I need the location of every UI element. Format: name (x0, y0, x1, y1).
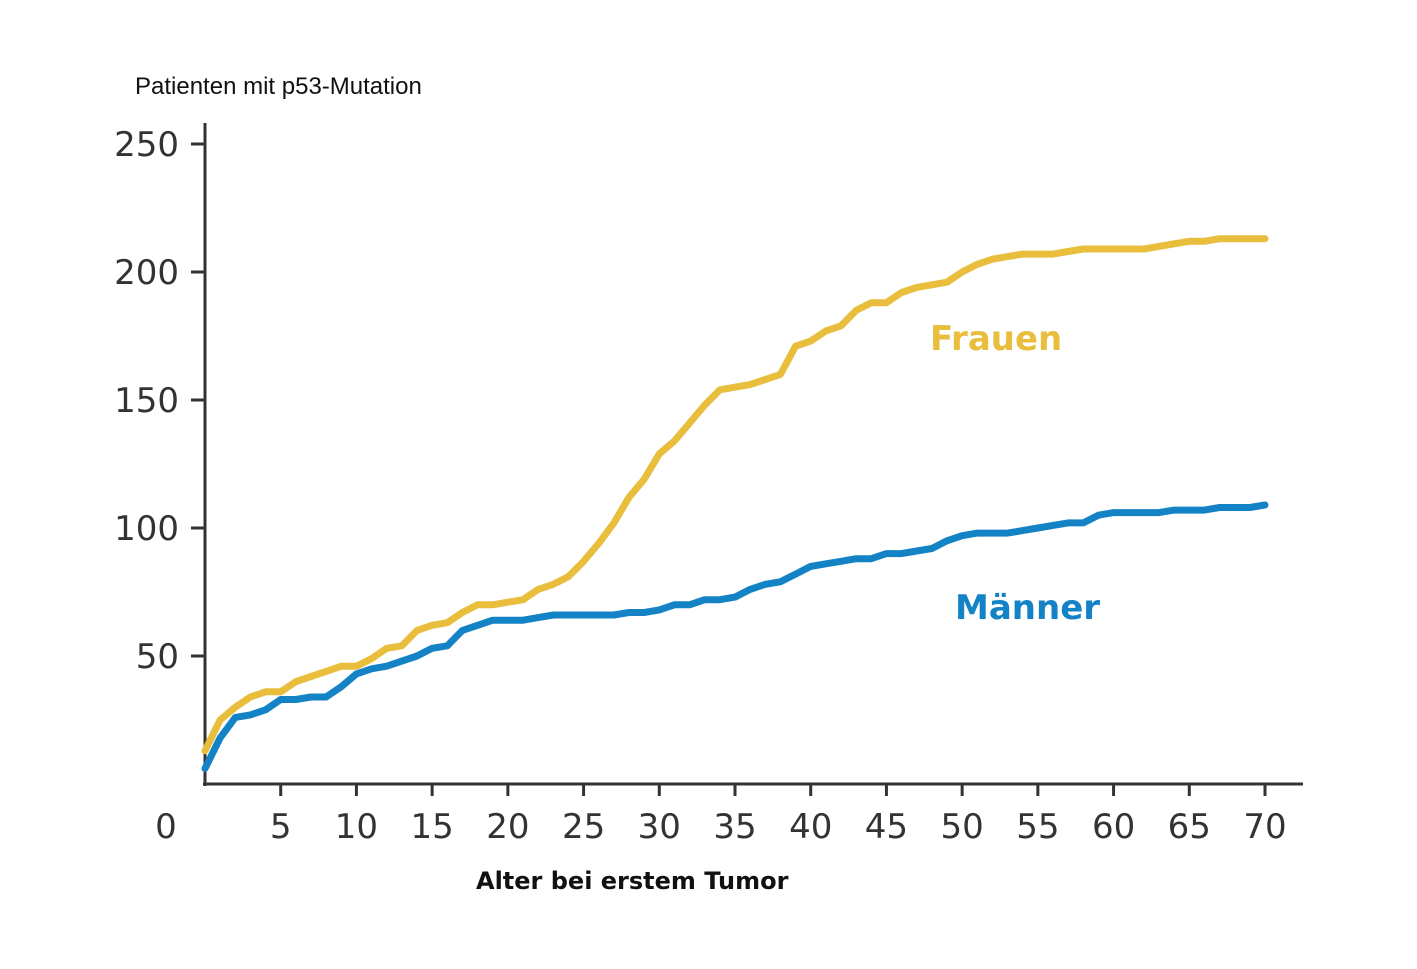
x-tick-label: 40 (789, 807, 832, 847)
x-tick-label: 15 (411, 807, 454, 847)
y-tick-label: 200 (114, 253, 179, 293)
x-tick-label: 50 (941, 807, 984, 847)
series-line-maenner (201, 501, 1269, 773)
x-tick-label: 5 (270, 807, 292, 847)
y-tick-label: 250 (114, 125, 179, 165)
x-tick-label: 35 (713, 807, 756, 847)
y-tick-label: 100 (114, 509, 179, 549)
y-axis-ticks: 50 100 150 200 250 (114, 125, 205, 677)
series-line-frauen (201, 235, 1269, 755)
x-tick-label: 10 (335, 807, 378, 847)
x-tick-label: 65 (1168, 807, 1211, 847)
y-tick-label: 150 (114, 381, 179, 421)
series-label-frauen: Frauen (930, 319, 1062, 359)
y-axis-label: Patienten mit p53-Mutation (135, 73, 422, 100)
y-tick-label: 50 (136, 637, 179, 677)
x-tick-label: 45 (865, 807, 908, 847)
x-tick-label: 70 (1243, 807, 1286, 847)
series-label-maenner: Männer (955, 588, 1100, 628)
x-axis-label: Alter bei erstem Tumor (476, 867, 789, 895)
x-axis-ticks: 5 10 15 20 25 30 35 40 45 50 55 60 65 70 (270, 784, 1287, 847)
x-tick-label: 20 (486, 807, 529, 847)
x-tick-label: 55 (1016, 807, 1059, 847)
x-tick-label: 30 (638, 807, 681, 847)
x-tick-label: 25 (562, 807, 605, 847)
x-tick-label: 60 (1092, 807, 1135, 847)
origin-tick-label: 0 (155, 807, 177, 847)
series-lines (201, 235, 1269, 773)
